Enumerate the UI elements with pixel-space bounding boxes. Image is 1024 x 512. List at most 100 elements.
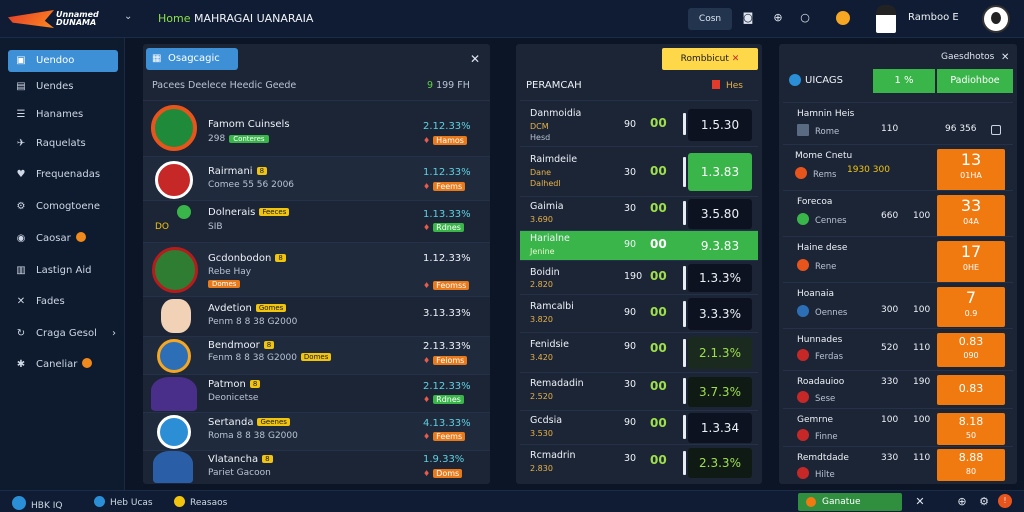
share-icon[interactable]: ⊕ [773,11,783,24]
coin-icon[interactable] [836,11,850,25]
row-marker: DO [155,222,170,232]
board-top-button[interactable]: Rombbicut ✕ [662,48,758,70]
sidebar-item-5[interactable]: ♥ Frequenadas [8,164,118,186]
chevron-down-icon[interactable]: ⌄ [124,11,133,22]
board-row[interactable]: Ramcalbi 3.820 90 00 3.3.3% [520,294,758,332]
odds-row[interactable]: Roadauioo Sese 330 190 0.83 [783,370,1013,408]
settings-icon[interactable]: ⚙ [979,495,989,508]
odds-button[interactable]: 3.5.80 [688,199,752,229]
match-odds: 2.12.33% [423,121,471,132]
player-avatar[interactable] [876,5,896,33]
close-icon[interactable]: ✕ [1001,52,1010,63]
board-row-highlight[interactable]: Harialne Jenine 90 00 9.3.83 [520,230,758,260]
odds-button[interactable]: 1.3.3% [688,264,752,292]
odds-button[interactable]: 1.5.30 [688,109,752,141]
table-row[interactable]: Rairmani 8 Comee 55 56 2006 1.12.33% ♦ Fee… [143,156,490,200]
match-odds-secondary: ♦ Feomss [423,281,470,290]
sidebar-item-11[interactable]: ✱ Caneliar [8,354,118,376]
divider [683,157,686,187]
camera-icon[interactable]: ◙ [742,11,754,24]
board-row[interactable]: Danmoidia DCM Hesd 90 00 1.5.30 [520,100,758,146]
odds-button[interactable]: 2.3.3% [688,448,752,478]
odds-row[interactable]: Hamnin Heis Rome 110 96 356 [783,102,1013,144]
board-row[interactable]: Remadadin 2.520 30 00 3.7.3% [520,372,758,410]
odds-tab-2[interactable]: Padiohboe [937,69,1013,93]
board-row-oo: 00 [650,116,667,130]
odds-tab-1[interactable]: 1 % [873,69,935,93]
board-row[interactable]: Boidin 2.820 190 00 1.3.3% [520,260,758,294]
odds-row[interactable]: Remdtdade Hilte 330 110 8.88 80 [783,446,1013,482]
odds-button[interactable]: 8.88 80 [937,449,1005,481]
close-icon[interactable]: ✕ [470,52,481,66]
sidebar-item-6[interactable]: ⚙ Comogtoene [8,196,118,218]
odds-button[interactable]: 3.7.3% [688,377,752,407]
sidebar-item-9[interactable]: ✕ Fades [8,291,118,313]
odds-row-a: 1930 300 [847,165,890,175]
board-row[interactable]: Gcdsia 3.530 90 00 1.3.34 [520,410,758,444]
odds-row[interactable]: Forecoa Cennes 660 100 33 04A [783,190,1013,237]
avatar[interactable] [982,5,1010,33]
table-row[interactable]: Sertanda Geenes Roma 8 8 38 G2000 4.13.33… [143,412,490,450]
odds-row-sub: Sese [797,391,835,404]
odds-button[interactable]: 33 04A [937,195,1005,237]
board-row[interactable]: Raimdeile Dane Dalhedl 30 00 1.3.83 [520,146,758,196]
match-odds: 3.13.33% [423,308,471,319]
matches-tab[interactable]: ▦ Osagcagic [146,48,238,70]
sidebar-item-label: Uendes [36,81,74,92]
odds-button[interactable]: 1.3.83 [688,153,752,191]
odds-row[interactable]: Mome Cnetu Rems 1930 300 13 01HA [783,144,1013,191]
odds-row-sub: Rene [797,259,836,272]
sidebar-item-3[interactable]: ☰ Hanames [8,104,118,126]
notification-icon[interactable]: ! [998,494,1012,508]
top-button[interactable]: Cosn [688,8,732,30]
footer-item-3[interactable]: Reasaos [174,496,227,508]
board-row-oo: 00 [650,341,667,355]
footer-green-button[interactable]: Ganatue [798,493,902,511]
sidebar-item-2[interactable]: ▤ Uendes [8,76,118,98]
board-row-mid: 30 [624,167,637,178]
odds-button[interactable]: 8.18 50 [937,413,1005,445]
odds-button[interactable]: 0.83 [937,375,1005,405]
board-row[interactable]: Fenidsie 3.420 90 00 2.1.3% [520,332,758,372]
odds-button[interactable]: 9.3.83 [688,233,752,259]
odds-row[interactable]: Hunnades Ferdas 520 110 0.83 090 [783,328,1013,370]
odds-row[interactable]: Haine dese Rene 17 0HE [783,236,1013,283]
share-icon[interactable]: ⊕ [957,495,967,508]
sidebar-item-10[interactable]: ↻ Craga Gesol › [8,323,118,345]
table-row[interactable]: DO Dolnerais Feeces SIB 1.13.33% ♦ Rdnes [143,200,490,242]
odds-button[interactable]: 0.83 090 [937,333,1005,367]
table-row[interactable]: Bendmoor 8 Fenm 8 8 38 G2000 Domes 2.13.33… [143,336,490,374]
odds-row[interactable]: Hoanaia Oennes 300 100 7 0.9 [783,282,1013,328]
close-icon: ✕ [731,54,740,64]
table-row[interactable]: Gcdonbodon 8 Rebe Hay Domes 1.12.33% ♦ Feo… [143,242,490,296]
odds-button[interactable]: 1.3.34 [688,413,752,443]
coin-icon [174,496,185,507]
match-name: Dolnerais Feeces [208,207,290,218]
table-row[interactable]: Vlatancha 8 Pariet Gacoon 1.9.33% ♦ Doms [143,450,490,484]
table-row[interactable]: Avdetion Gomes Penm 8 8 38 G2000 3.13.33% [143,296,490,336]
board-row[interactable]: Rcmadrin 2.830 30 00 2.3.3% [520,444,758,480]
odds-button[interactable]: 13 01HA [937,149,1005,191]
close-icon[interactable]: ✕ [915,495,925,508]
board-row[interactable]: Gaimia 3.690 30 00 3.5.80 [520,196,758,230]
odds-button[interactable]: 2.1.3% [688,337,752,369]
footer-item-2[interactable]: Heb Ucas [94,496,153,508]
sidebar-item-7[interactable]: ◉ Caosar [8,228,118,250]
odds-button[interactable]: 7 0.9 [937,287,1005,327]
sidebar-item-home[interactable]: ▣ Uendoo [8,50,118,72]
username[interactable]: Ramboo E [908,12,959,23]
match-odds: 1.13.33% [423,209,471,220]
table-row[interactable]: Famom Cuinsels 298 Conteres 2.12.33% ♦ Ham… [143,100,490,156]
logo[interactable]: Unnamed DUNAMA [8,7,112,31]
checkbox[interactable] [991,125,1001,135]
footer-item-1[interactable]: HBK IQ [12,496,62,511]
odds-button[interactable]: 3.3.3% [688,298,752,330]
odds-row[interactable]: Gemrne Finne 100 100 8.18 50 [783,408,1013,446]
table-row[interactable]: Patmon 8 Deonicetse 2.12.33% ♦ Rdnes [143,374,490,412]
team-icon [797,305,809,317]
odds-button[interactable]: 17 0HE [937,241,1005,283]
match-odds-secondary: ♦ Rdnes [423,395,464,404]
sidebar-item-4[interactable]: ✈ Raquelats [8,133,118,155]
circle-icon[interactable]: ○ [800,11,810,24]
sidebar-item-8[interactable]: ▥ Lastign Aid [8,260,118,282]
